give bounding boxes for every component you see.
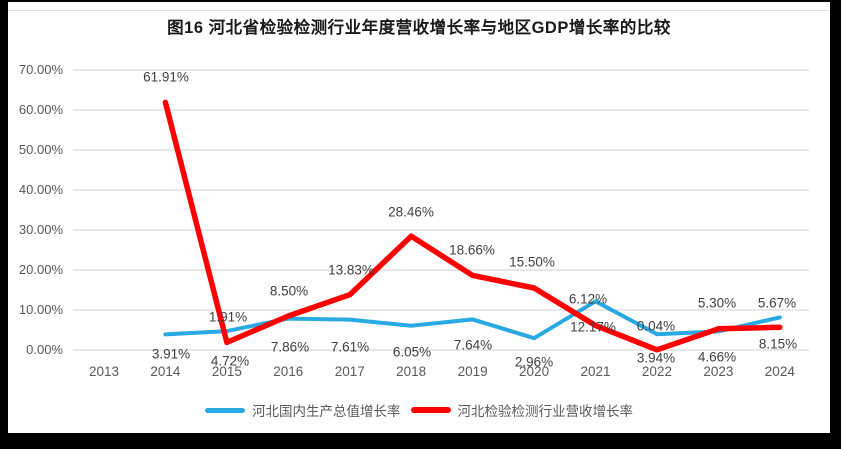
series-line-0 bbox=[163, 299, 782, 341]
top-divider-line bbox=[8, 10, 830, 11]
data-label: 5.67% bbox=[757, 295, 797, 311]
x-tick-label: 2022 bbox=[641, 364, 672, 379]
y-tick-label: 0.00% bbox=[26, 342, 63, 357]
x-tick-label: 2017 bbox=[334, 364, 365, 379]
data-label: 1.91% bbox=[208, 309, 248, 325]
x-tick-label: 2024 bbox=[764, 364, 795, 379]
y-tick-label: 10.00% bbox=[18, 302, 63, 317]
y-tick-label: 40.00% bbox=[18, 182, 63, 197]
y-tick-label: 30.00% bbox=[18, 222, 63, 237]
data-label: 3.94% bbox=[636, 350, 676, 366]
x-tick-label: 2014 bbox=[150, 364, 181, 379]
legend: 河北国内生产总值增长率 河北检验检测行业营收增长率 bbox=[8, 400, 830, 420]
legend-label: 河北国内生产总值增长率 bbox=[252, 404, 401, 419]
data-label: 12.17% bbox=[570, 319, 616, 335]
x-tick-label: 2023 bbox=[703, 364, 734, 379]
data-label: 61.91% bbox=[143, 69, 189, 85]
data-label: 8.50% bbox=[269, 283, 309, 299]
legend-item: 河北检验检测行业营收增长率 bbox=[410, 400, 634, 420]
x-tick-label: 2021 bbox=[580, 364, 611, 379]
x-tick-label: 2013 bbox=[88, 364, 120, 379]
x-tick-label: 2016 bbox=[273, 364, 304, 379]
legend-line-swatch bbox=[410, 407, 451, 413]
data-label: 28.46% bbox=[388, 204, 434, 220]
legend-item: 河北国内生产总值增长率 bbox=[205, 400, 401, 420]
data-label: 7.86% bbox=[270, 339, 310, 355]
y-tick-label: 50.00% bbox=[18, 142, 63, 157]
x-tick-label: 2015 bbox=[211, 364, 242, 379]
legend-line-swatch bbox=[205, 407, 245, 413]
y-tick-label: 60.00% bbox=[18, 102, 63, 117]
data-label: 13.83% bbox=[328, 262, 374, 278]
data-label: 2.96% bbox=[514, 354, 554, 370]
x-tick-label: 2020 bbox=[519, 364, 550, 379]
data-label: 5.30% bbox=[697, 295, 737, 311]
data-label: 8.15% bbox=[758, 336, 798, 352]
x-tick-label: 2018 bbox=[396, 364, 427, 379]
data-label: 6.05% bbox=[392, 344, 432, 360]
data-label: 18.66% bbox=[449, 242, 495, 258]
data-label: 0.04% bbox=[636, 318, 676, 334]
legend-label: 河北检验检测行业营收增长率 bbox=[457, 404, 634, 419]
data-label: 6.12% bbox=[568, 291, 608, 307]
y-tick-label: 70.00% bbox=[18, 62, 63, 77]
series-line-1 bbox=[162, 99, 783, 353]
data-label: 15.50% bbox=[509, 254, 555, 270]
chart-panel bbox=[8, 2, 830, 433]
data-label: 4.72% bbox=[210, 353, 250, 369]
y-tick-label: 20.00% bbox=[18, 262, 63, 277]
data-label: 3.91% bbox=[151, 346, 191, 362]
data-label: 7.61% bbox=[330, 339, 370, 355]
data-label: 4.66% bbox=[697, 349, 737, 365]
data-label: 7.64% bbox=[453, 337, 493, 353]
x-tick-label: 2019 bbox=[457, 364, 488, 379]
chart-title: 图16 河北省检验检测行业年度营收增长率与地区GDP增长率的比较 bbox=[167, 19, 671, 37]
